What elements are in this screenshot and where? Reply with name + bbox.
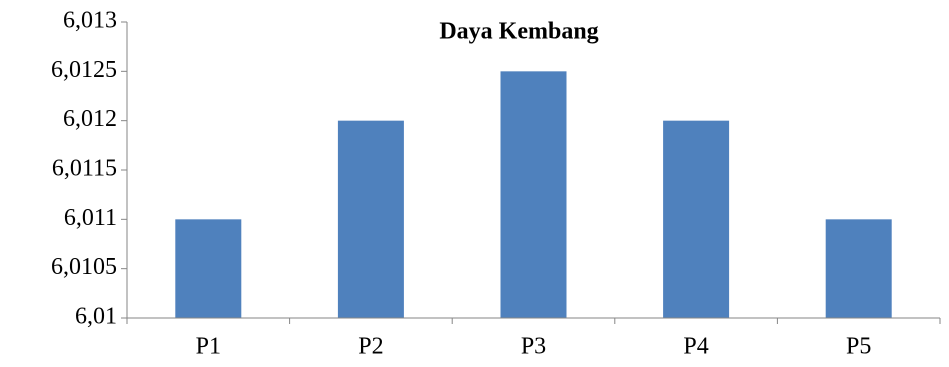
x-tick-label: P1 [196, 334, 221, 360]
y-tick-label: 6,0125 [51, 57, 117, 83]
x-tick-label: P3 [521, 334, 546, 360]
y-tick-label: 6,0105 [51, 254, 117, 280]
bar [337, 120, 404, 319]
y-tick-label: 6,011 [64, 205, 117, 231]
bar [175, 219, 242, 318]
bar [663, 120, 730, 319]
y-tick-label: 6,01 [75, 304, 117, 330]
bar [500, 71, 567, 318]
bar [825, 219, 892, 318]
x-tick-label: P5 [846, 334, 871, 360]
x-tick-label: P4 [683, 334, 708, 360]
x-tick-label: P2 [358, 334, 383, 360]
y-tick-label: 6,013 [63, 8, 117, 34]
chart-title: Daya Kembang [439, 19, 598, 45]
y-tick-label: 6,0115 [52, 156, 117, 182]
y-tick-label: 6,012 [63, 106, 117, 132]
